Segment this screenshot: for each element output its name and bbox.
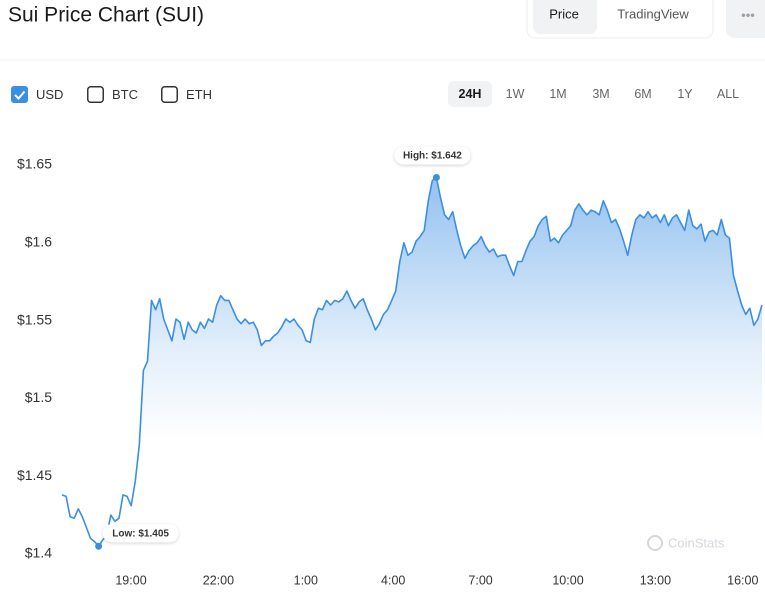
more-button-bg (726, 0, 765, 38)
checkbox[interactable] (87, 86, 104, 103)
range-button[interactable]: 1M (549, 87, 566, 101)
currency-label[interactable]: ETH (186, 87, 212, 102)
y-tick-label: $1.4 (25, 545, 52, 561)
x-tick-label: 22:00 (203, 573, 234, 587)
y-tick-label: $1.45 (17, 467, 52, 483)
checkbox-checked[interactable] (11, 86, 28, 103)
range-button[interactable]: 1Y (677, 87, 693, 101)
range-button[interactable]: 3M (592, 87, 609, 101)
x-tick-label: 4:00 (381, 573, 405, 587)
currency-label[interactable]: BTC (112, 87, 138, 102)
y-tick-label: $1.55 (17, 311, 52, 327)
y-tick-label: $1.5 (25, 389, 52, 405)
x-tick-label: 7:00 (468, 573, 492, 587)
checkbox[interactable] (161, 86, 178, 103)
high-label: High: $1.642 (403, 151, 462, 162)
high-dot (432, 173, 440, 181)
page-title: Sui Price Chart (SUI) (8, 4, 204, 27)
low-label: Low: $1.405 (112, 528, 169, 539)
x-tick-label: 10:00 (552, 573, 583, 587)
range-active-bg (448, 81, 492, 107)
y-tick-label: $1.6 (25, 234, 52, 250)
high-label-bg (394, 146, 471, 165)
price-line (61, 176, 763, 547)
low-dot (95, 542, 103, 550)
range-button[interactable]: ALL (717, 87, 739, 101)
range-button[interactable]: 6M (634, 87, 651, 101)
area-fill (62, 177, 762, 554)
low-label-bg (102, 524, 179, 543)
x-tick-label: 13:00 (640, 573, 671, 587)
check-icon (14, 90, 26, 100)
range-button[interactable]: 24H (459, 87, 482, 101)
x-tick-label: 1:00 (294, 573, 318, 587)
tab-tradingview[interactable]: TradingView (617, 6, 689, 21)
y-tick-label: $1.65 (17, 156, 52, 172)
tab-price[interactable]: Price (549, 6, 579, 21)
range-button[interactable]: 1W (506, 87, 525, 101)
currency-label[interactable]: USD (36, 87, 63, 102)
x-tick-label: 16:00 (727, 573, 758, 587)
x-tick-label: 19:00 (115, 573, 146, 587)
more-button[interactable]: ••• (741, 7, 755, 22)
tab-active-bg (533, 0, 597, 34)
